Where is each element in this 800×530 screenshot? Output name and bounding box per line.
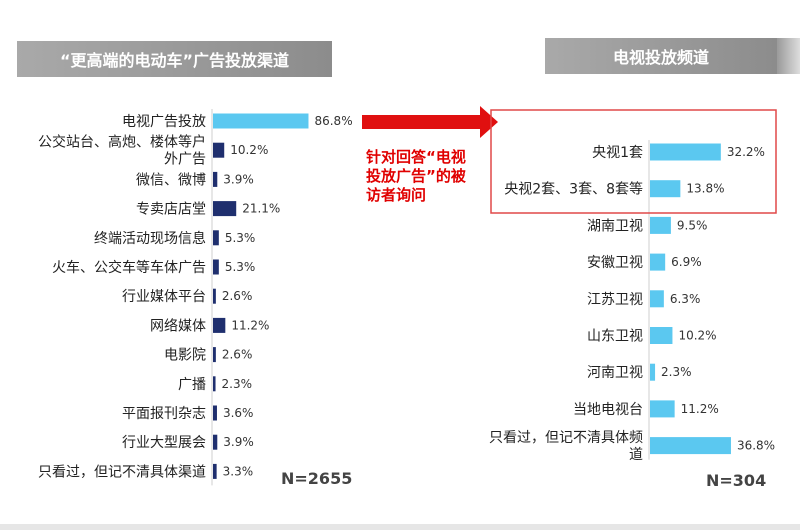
right-bar-5 bbox=[650, 290, 664, 308]
left-value-label-5: 5.3% bbox=[225, 231, 256, 245]
left-bar-2 bbox=[213, 142, 225, 158]
right-value-label-9: 36.8% bbox=[737, 439, 775, 453]
right-value-label-6: 10.2% bbox=[678, 329, 716, 343]
right-value-label-5: 6.3% bbox=[670, 292, 701, 306]
left-category-label-5: 终端活动现场信息 bbox=[94, 230, 206, 247]
left-value-label-3: 3.9% bbox=[223, 172, 254, 186]
right-category-label-5: 江苏卫视 bbox=[587, 292, 643, 308]
tv-question-highlight-box bbox=[490, 109, 777, 214]
left-category-label-6: 火车、公交车等车体广告 bbox=[52, 259, 206, 276]
left-sample-size-label: N=2655 bbox=[281, 469, 352, 488]
left-bar-8 bbox=[213, 317, 226, 333]
bottom-divider bbox=[0, 524, 800, 530]
left-category-label-8: 网络媒体 bbox=[150, 318, 206, 334]
left-value-label-2: 10.2% bbox=[230, 143, 268, 157]
right-value-label-3: 9.5% bbox=[677, 218, 708, 232]
left-value-label-11: 3.6% bbox=[223, 406, 254, 420]
right-category-label-8: 当地电视台 bbox=[573, 402, 643, 418]
left-value-label-4: 21.1% bbox=[242, 202, 280, 216]
right-category-label-9-line-2: 道 bbox=[629, 447, 643, 463]
left-chart-title: “更高端的电动车”广告投放渠道 bbox=[59, 51, 290, 70]
left-chart-header: “更高端的电动车”广告投放渠道 bbox=[17, 41, 332, 77]
right-bar-3 bbox=[650, 216, 671, 234]
left-value-label-9: 2.6% bbox=[222, 348, 253, 362]
right-chart-header: 电视投放频道 bbox=[545, 38, 800, 74]
left-bar-3 bbox=[213, 171, 218, 187]
left-bar-6 bbox=[213, 259, 219, 275]
right-category-label-1: 央视1套 bbox=[592, 145, 643, 161]
left-category-label-11: 平面报刊杂志 bbox=[122, 406, 206, 422]
left-category-label-1: 电视广告投放 bbox=[122, 114, 206, 130]
left-bar-11 bbox=[213, 405, 217, 421]
right-category-label-6: 山东卫视 bbox=[587, 329, 643, 345]
left-category-label-10: 广播 bbox=[178, 377, 206, 393]
right-bar-2 bbox=[650, 180, 681, 198]
left-bar-5 bbox=[213, 230, 219, 246]
right-value-label-2: 13.8% bbox=[686, 182, 724, 196]
left-category-label-3: 微信、微博 bbox=[136, 171, 206, 188]
left-value-label-1: 86.8% bbox=[314, 114, 352, 128]
right-bar-4 bbox=[650, 253, 666, 271]
left-bar-9 bbox=[213, 347, 216, 363]
red-arrow-head bbox=[480, 106, 498, 138]
left-category-label-2-line-2: 外广告 bbox=[164, 152, 206, 168]
left-bar-1 bbox=[213, 113, 309, 129]
left-value-label-7: 2.6% bbox=[222, 289, 253, 303]
right-bar-9 bbox=[650, 437, 731, 455]
right-value-label-1: 32.2% bbox=[727, 145, 765, 159]
annotation-text-line-1: 针对回答“电视 bbox=[366, 148, 466, 166]
right-value-label-7: 2.3% bbox=[661, 365, 692, 379]
red-arrow-shaft bbox=[362, 115, 482, 129]
right-category-label-9-line-1: 只看过，但记不清具体频 bbox=[489, 430, 643, 446]
right-bar-8 bbox=[650, 400, 675, 418]
annotation-text-line-2: 投放广告”的被 bbox=[366, 167, 467, 185]
left-bar-7 bbox=[213, 288, 216, 304]
right-bar-6 bbox=[650, 327, 673, 344]
left-value-label-6: 5.3% bbox=[225, 260, 256, 274]
left-bar-4 bbox=[213, 201, 237, 217]
left-value-label-12: 3.9% bbox=[223, 435, 254, 449]
right-bar-7 bbox=[650, 363, 656, 381]
right-sample-size-label: N=304 bbox=[706, 471, 766, 490]
right-category-label-2: 央视2套、3套、8套等 bbox=[504, 181, 643, 198]
right-category-label-3: 湖南卫视 bbox=[587, 218, 643, 234]
left-category-label-2-line-1: 公交站台、高炮、楼体等户 bbox=[38, 134, 206, 151]
right-bar-1 bbox=[650, 143, 721, 161]
right-value-label-8: 11.2% bbox=[681, 402, 719, 416]
right-category-label-4: 安徽卫视 bbox=[587, 255, 643, 271]
left-value-label-8: 11.2% bbox=[231, 318, 269, 332]
right-category-label-7: 河南卫视 bbox=[587, 365, 643, 381]
left-category-label-4: 专卖店店堂 bbox=[136, 202, 206, 218]
left-bar-10 bbox=[213, 376, 216, 392]
left-category-label-7: 行业媒体平台 bbox=[122, 289, 206, 305]
left-category-label-9: 电影院 bbox=[164, 348, 206, 364]
left-value-label-10: 2.3% bbox=[222, 377, 253, 391]
right-bar-chart: 32.2% 央视1套 13.8% 央视2套、3套、8套等 9.5% 湖南卫视 6.9% 安徽卫… bbox=[489, 140, 775, 490]
left-category-label-13: 只看过，但记不清具体渠道 bbox=[38, 464, 206, 480]
left-category-label-12: 行业大型展会 bbox=[122, 435, 206, 451]
left-value-label-13: 3.3% bbox=[223, 464, 254, 478]
annotation-text-line-3: 访者询问 bbox=[366, 186, 426, 204]
right-chart-title: 电视投放频道 bbox=[612, 48, 709, 67]
left-bar-13 bbox=[213, 463, 217, 479]
right-value-label-4: 6.9% bbox=[671, 255, 702, 269]
left-bar-12 bbox=[213, 434, 218, 450]
